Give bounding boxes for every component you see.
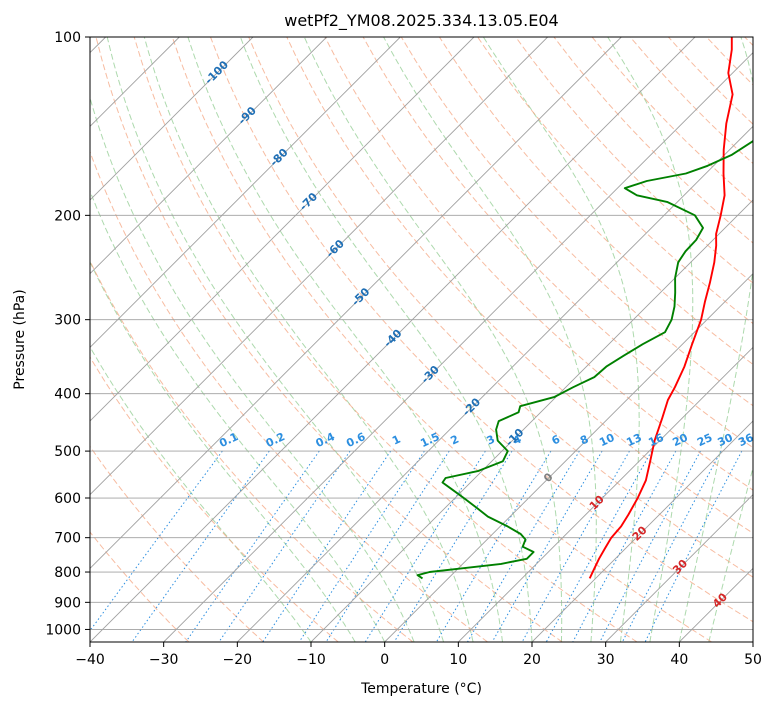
mixing-ratio-label: 36 — [736, 431, 756, 449]
y-axis-title: Pressure (hPa) — [12, 289, 28, 389]
dry-adiabat — [133, 37, 638, 642]
mixing-ratio-lines — [90, 450, 743, 642]
dry-adiabat — [90, 445, 264, 642]
moist-adiabat — [678, 37, 753, 642]
mixing-ratio-line — [491, 450, 603, 642]
mixing-ratio-line — [298, 450, 425, 642]
isotherm-line — [90, 37, 327, 275]
moist-adiabat — [187, 37, 503, 642]
x-tick-label: 40 — [670, 652, 688, 668]
x-tick-label: 20 — [523, 652, 541, 668]
plot-frame — [89, 36, 754, 643]
y-tick-label: 900 — [54, 595, 81, 611]
moist-adiabat — [90, 260, 356, 642]
isotherm-line — [90, 37, 622, 569]
mixing-ratio-line — [599, 450, 701, 642]
y-tick-label: 800 — [54, 565, 81, 581]
isotherm-line — [90, 37, 475, 422]
dry-adiabat — [90, 356, 339, 642]
moist-adiabat — [607, 37, 694, 642]
y-tick-label: 1000 — [45, 622, 81, 638]
moist-adiabat — [303, 37, 563, 642]
x-tick-label: 50 — [744, 652, 762, 668]
moist-adiabat — [90, 345, 312, 642]
dry-adiabat — [515, 37, 753, 284]
mixing-ratio-line — [644, 450, 743, 642]
dry-adiabat — [90, 150, 488, 642]
mixing-ratio-line — [218, 450, 351, 642]
dry-adiabat — [400, 37, 753, 407]
mixing-ratio-label: 20 — [671, 431, 691, 449]
isotherm-line — [310, 199, 753, 642]
isotherm-line — [90, 37, 401, 348]
x-tick-label: 10 — [449, 652, 467, 668]
x-tick-label: −40 — [75, 652, 105, 668]
y-tick-label: 600 — [54, 491, 81, 507]
y-tick-label: 100 — [54, 30, 81, 46]
mixing-ratio-line — [90, 450, 223, 632]
chart-title: wetPf2_YM08.2025.334.13.05.E04 — [284, 11, 558, 31]
dry-adiabat — [248, 37, 753, 578]
x-axis-title: Temperature (°C) — [360, 681, 482, 697]
isotherm-line — [90, 37, 696, 642]
dry-adiabat — [171, 37, 712, 642]
dry-adiabat — [438, 37, 753, 366]
y-tick-label: 400 — [54, 387, 81, 403]
x-tick-label: −20 — [223, 652, 253, 668]
isotherm-line — [605, 494, 753, 642]
y-tick-label: 200 — [54, 208, 81, 224]
dewpoint-profile-line — [416, 139, 753, 580]
moist-adiabat — [106, 37, 445, 642]
moist-adiabat — [239, 37, 533, 642]
mixing-ratio-line — [572, 450, 677, 642]
mixing-ratio-line — [262, 450, 392, 642]
isotherm-line — [90, 37, 548, 496]
mixing-ratio-line — [621, 450, 722, 642]
dry-adiabat — [210, 37, 753, 623]
y-tick-label: 700 — [54, 531, 81, 547]
moist-adiabats — [90, 37, 753, 642]
mixing-ratio-label: 10 — [597, 431, 617, 449]
mixing-ratio-label: 25 — [695, 431, 714, 449]
mixing-ratio-label: 30 — [716, 431, 736, 449]
profile-lines — [416, 37, 753, 580]
x-tick-label: −10 — [296, 652, 326, 668]
y-tick-label: 300 — [54, 313, 81, 329]
moist-adiabat — [143, 37, 474, 642]
x-tick-label: 0 — [380, 652, 389, 668]
x-tick-label: 30 — [597, 652, 615, 668]
isotherms — [90, 37, 753, 642]
x-tick-label: −30 — [149, 652, 179, 668]
moist-adiabat — [482, 37, 640, 642]
isotherm-line — [237, 125, 753, 642]
isotherm-line — [531, 420, 753, 642]
mixing-ratio-line — [185, 450, 320, 642]
y-tick-label: 500 — [54, 444, 81, 460]
isotherm-line — [90, 37, 254, 201]
plot-area: 0.1 0.2 0.4 0.6 1 1.5 2 3 4 6 8 10 13 16 20 25 30 36-100-… — [90, 37, 756, 642]
isotherm-line — [163, 52, 753, 642]
dry-adiabat — [95, 37, 563, 642]
isotherm-line — [458, 346, 753, 642]
axes: −40 −30 −20 −10 0 10 20 30 40 50 100 200 300 400 500 60… — [45, 30, 762, 668]
moist-adiabat — [383, 37, 597, 642]
pressure-gridlines — [90, 37, 753, 630]
mixing-ratio-label: 13 — [624, 431, 643, 449]
mixing-ratio-line — [521, 450, 630, 642]
mixing-ratio-label: 16 — [646, 431, 666, 449]
isotherm-line — [384, 273, 753, 642]
temperature-profile-line — [588, 37, 734, 579]
dry-adiabat — [90, 531, 190, 642]
mixing-ratio-line — [545, 450, 653, 642]
